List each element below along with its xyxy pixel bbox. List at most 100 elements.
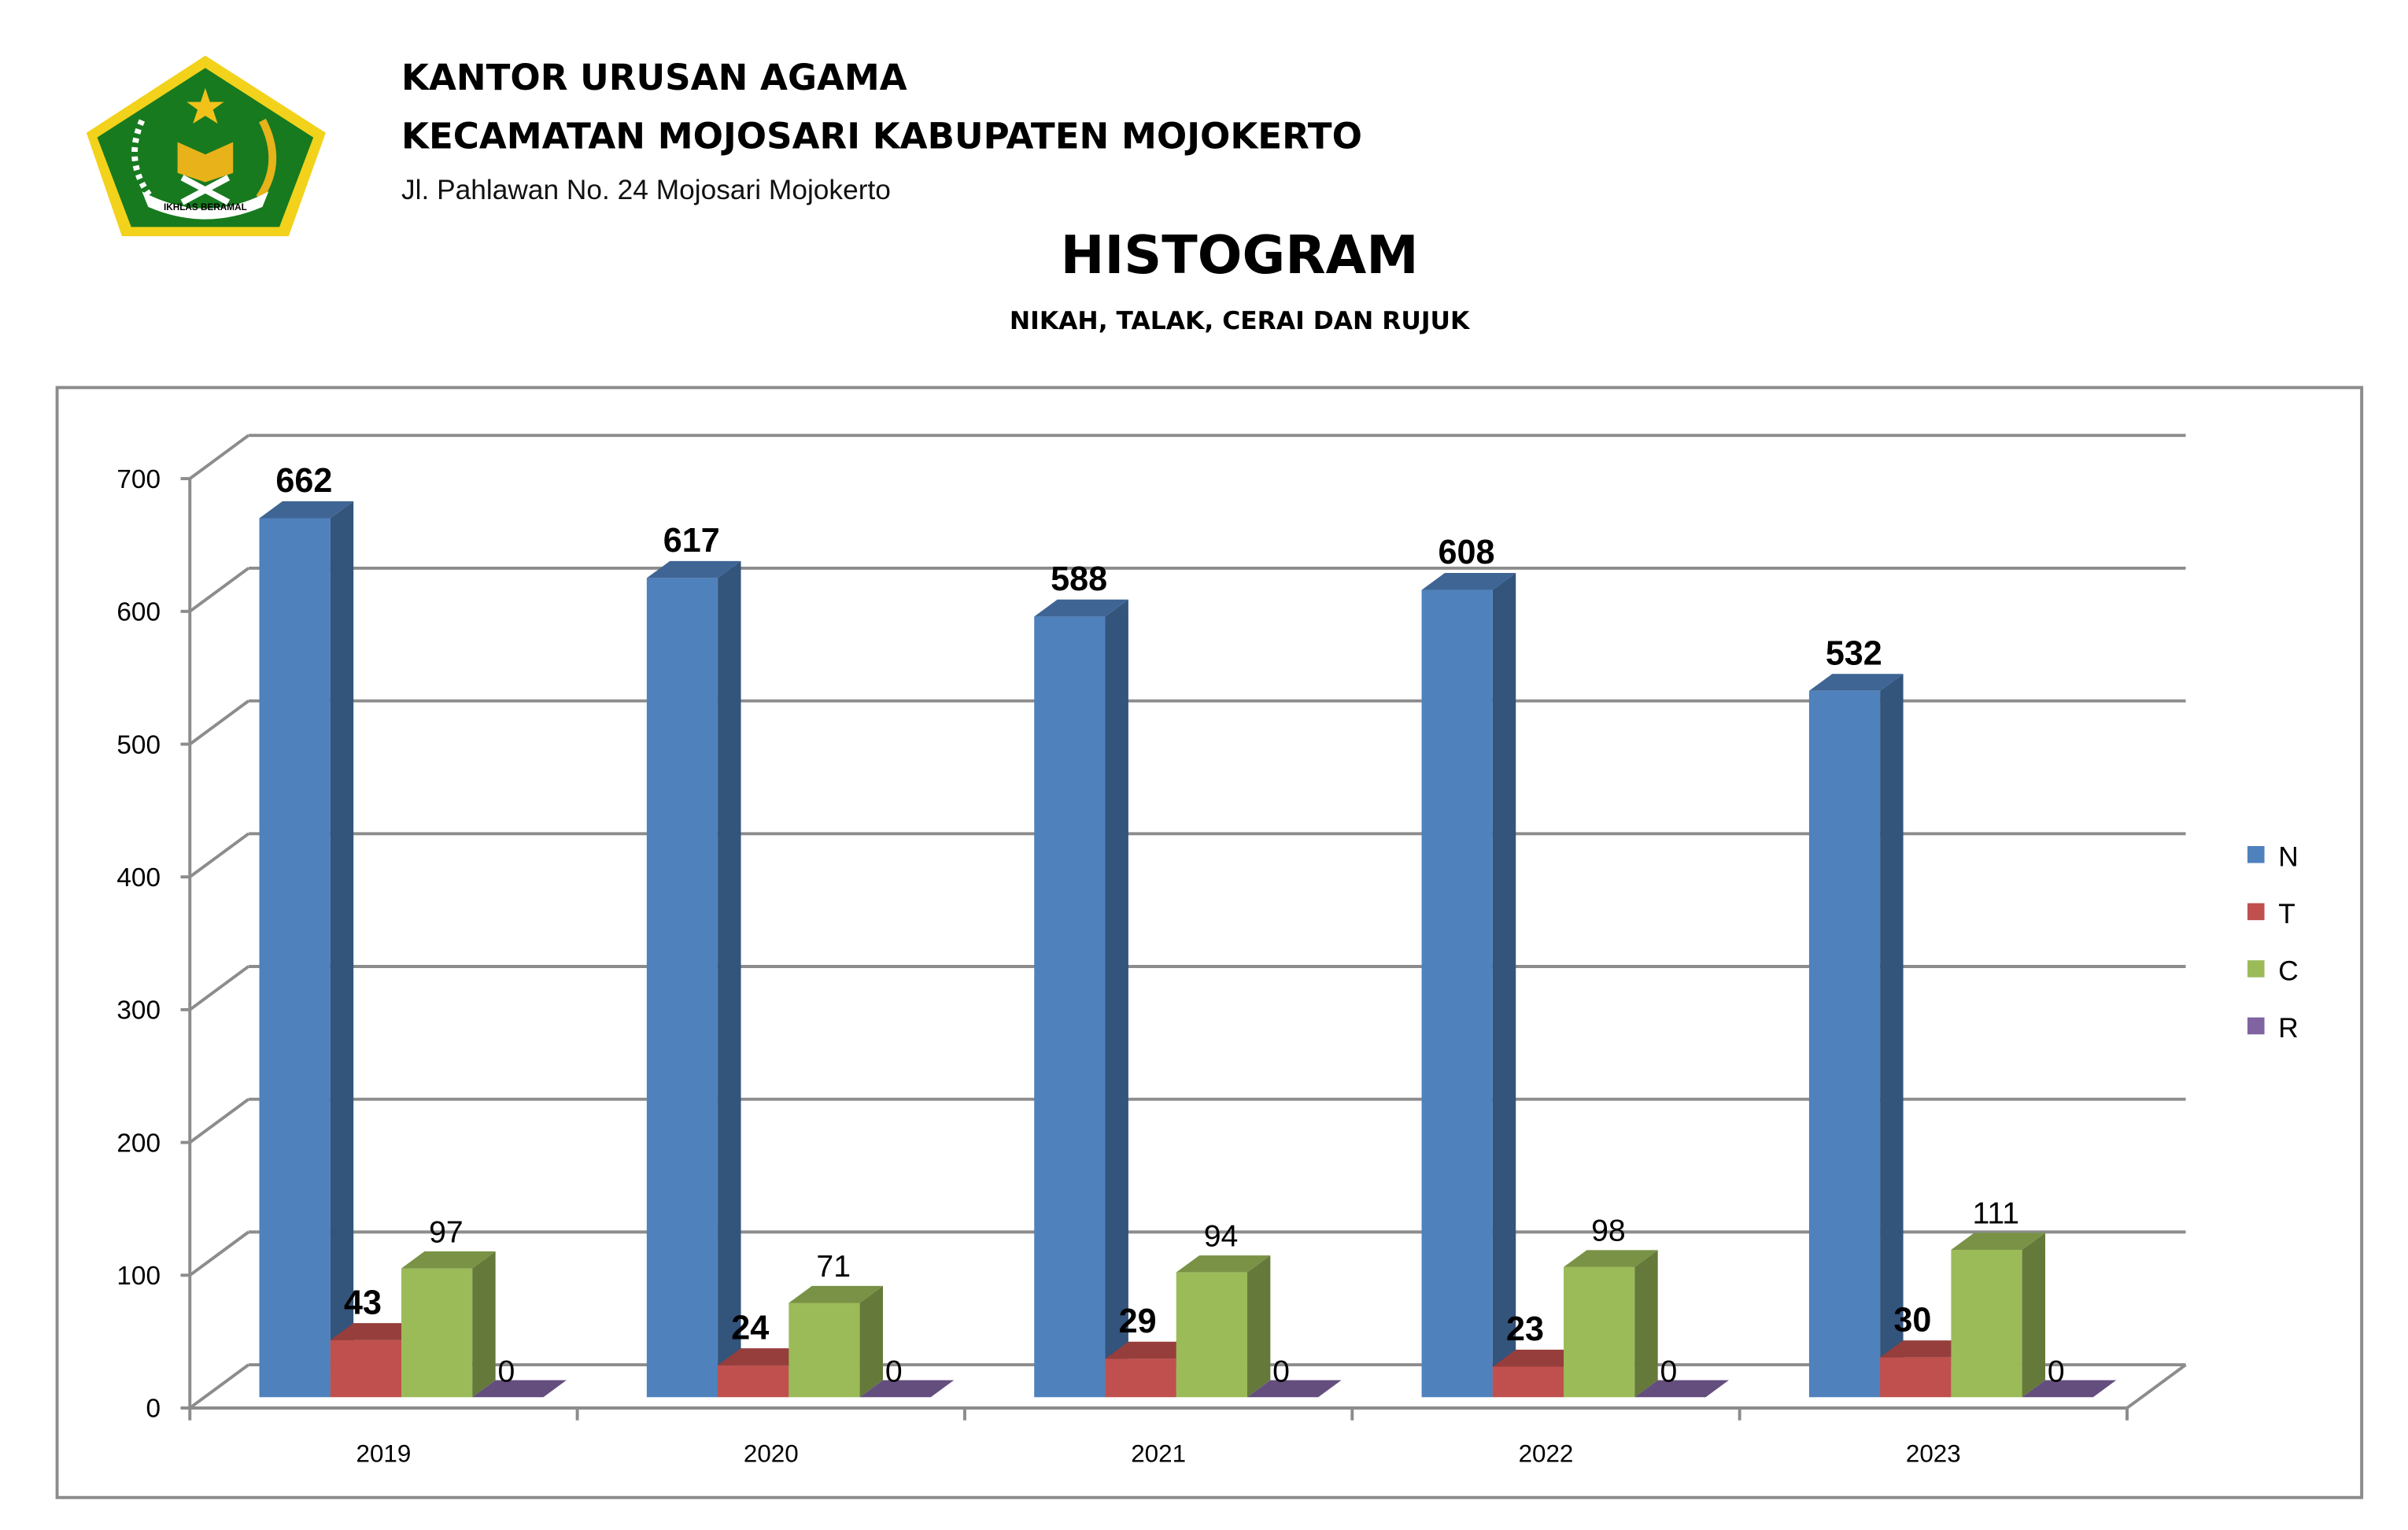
legend-swatch-N: [2247, 845, 2265, 863]
y-tick-label: 700: [116, 465, 161, 494]
y-tick-label: 100: [116, 1262, 161, 1291]
bar-side: [330, 501, 354, 1398]
bar-side: [1246, 1255, 1271, 1398]
bar-side: [472, 1251, 496, 1398]
bar-top: [646, 560, 741, 578]
bar-front: [1951, 1250, 2022, 1398]
bar-N-2022: [1421, 573, 1516, 1398]
y-tick-label: 600: [116, 598, 161, 627]
bar-top: [1634, 1380, 1729, 1398]
bar-C-2019: [401, 1251, 496, 1398]
legend-label: C: [2278, 956, 2299, 987]
x-tick-label: 2021: [1131, 1440, 1186, 1468]
bar-side: [859, 1285, 883, 1398]
bar-C-2022: [1564, 1250, 1658, 1398]
gridline-side: [189, 965, 249, 1011]
bar-front: [1034, 616, 1106, 1398]
data-label: 588: [1051, 560, 1107, 598]
bar-top: [718, 1348, 812, 1366]
y-tick-label: 200: [116, 1129, 161, 1158]
gridline-side: [189, 1098, 249, 1144]
chart-title: HISTOGRAM: [1061, 224, 1419, 286]
bar-top: [1808, 674, 1904, 691]
bar-top: [859, 1380, 955, 1398]
legend-label: T: [2278, 899, 2295, 929]
bar-side: [1105, 599, 1128, 1398]
data-label: 0: [497, 1354, 515, 1389]
bar-N-2021: [1034, 599, 1128, 1398]
data-label: 71: [816, 1249, 851, 1284]
bar-top: [1246, 1380, 1342, 1398]
bar-top: [401, 1251, 496, 1269]
bar-front: [646, 578, 718, 1398]
bar-R-2020: [859, 1380, 955, 1398]
bar-R-2023: [2022, 1380, 2117, 1398]
bar-top: [1564, 1250, 1658, 1267]
data-label: 0: [1660, 1354, 1678, 1389]
bar-front: [1492, 1366, 1564, 1398]
bar-front: [1564, 1266, 1635, 1398]
bar-top: [1951, 1232, 2046, 1251]
data-label: 94: [1204, 1218, 1239, 1253]
y-tick-label: 500: [116, 730, 161, 759]
data-label: 98: [1591, 1214, 1626, 1248]
gridline-side: [189, 700, 249, 746]
y-tick-label: 400: [116, 863, 161, 893]
data-label: 617: [663, 522, 720, 560]
bar-top: [1880, 1340, 1974, 1358]
bar-top: [1176, 1255, 1271, 1273]
kemenag-logo: IKHLAS BERAMAL: [86, 55, 326, 237]
data-label: 29: [1119, 1303, 1157, 1340]
data-label: 97: [429, 1214, 464, 1249]
x-tick-label: 2022: [1519, 1440, 1574, 1468]
legend-swatch-T: [2247, 903, 2265, 921]
bar-front: [401, 1268, 473, 1398]
data-label: 30: [1893, 1301, 1931, 1339]
chart-subtitle: NIKAH, TALAK, CERAI DAN RUJUK: [1010, 307, 1471, 335]
bar-side: [1634, 1250, 1658, 1398]
bar-top: [1421, 573, 1516, 590]
data-label: 532: [1826, 634, 1882, 672]
bar-front: [1176, 1272, 1247, 1398]
logo-motto: IKHLAS BERAMAL: [164, 202, 247, 213]
gridline-side: [189, 434, 249, 480]
bar-top: [2022, 1380, 2117, 1398]
bar-top: [1105, 1341, 1200, 1359]
x-tick-label: 2019: [356, 1440, 412, 1468]
bar-N-2020: [646, 560, 741, 1398]
data-label: 0: [2048, 1354, 2065, 1389]
bar-top: [259, 501, 354, 519]
bar-R-2022: [1634, 1380, 1729, 1398]
bar-front: [330, 1340, 401, 1398]
bar-front: [789, 1303, 860, 1398]
data-label: 608: [1438, 534, 1494, 571]
bar-T-2022: [1492, 1349, 1587, 1398]
gridline-side: [189, 1363, 249, 1410]
bars: [259, 501, 2117, 1398]
bar-top: [789, 1285, 883, 1303]
gridline-side: [189, 1230, 249, 1277]
data-label: 43: [344, 1284, 382, 1321]
bar-front: [259, 518, 331, 1398]
y-tick-label: 0: [146, 1395, 161, 1424]
legend-swatch-C: [2247, 960, 2265, 978]
bar-front: [718, 1365, 789, 1398]
bar-C-2020: [789, 1285, 883, 1398]
floor-edge: [2125, 1363, 2187, 1410]
bar-R-2019: [472, 1380, 567, 1398]
x-tick-label: 2023: [1906, 1440, 1961, 1468]
data-label: 662: [275, 462, 332, 500]
bar-front: [1880, 1357, 1952, 1398]
data-label: 24: [731, 1309, 769, 1347]
y-tick-label: 300: [116, 996, 161, 1026]
legend-label: N: [2278, 841, 2299, 872]
bar-top: [1492, 1349, 1587, 1367]
bar-R-2021: [1246, 1380, 1342, 1398]
bar-top: [1034, 599, 1128, 617]
org-district: KECAMATAN MOJOSARI KABUPATEN MOJOKERTO: [401, 115, 1362, 157]
legend-swatch-R: [2247, 1017, 2265, 1035]
data-label: 111: [1972, 1196, 2019, 1231]
bar-top: [330, 1323, 425, 1340]
